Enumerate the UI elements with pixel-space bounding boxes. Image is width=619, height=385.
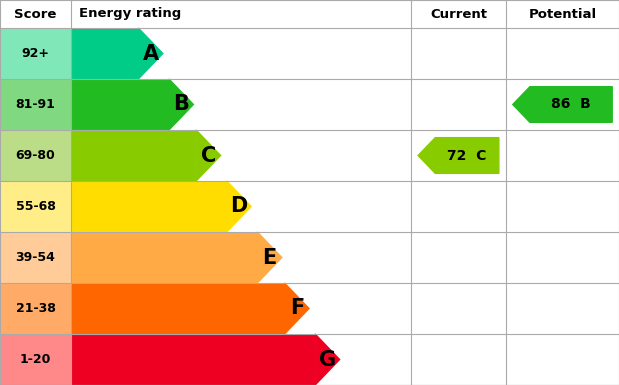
Text: 55-68: 55-68 [15,200,56,213]
Bar [71,181,227,232]
Bar [0,28,71,79]
Polygon shape [315,334,340,385]
Bar [71,283,285,334]
Text: 92+: 92+ [22,47,50,60]
Text: 69-80: 69-80 [15,149,55,162]
Polygon shape [418,138,499,173]
Bar [0,181,71,232]
Bar [0,130,71,181]
Text: 72  C: 72 C [448,149,487,162]
Polygon shape [169,79,193,130]
Polygon shape [258,232,282,283]
Text: D: D [230,196,248,216]
Text: A: A [142,44,158,64]
Bar [0,334,71,385]
Text: Potential: Potential [529,7,597,20]
Text: Energy rating: Energy rating [79,7,181,20]
Polygon shape [513,87,612,122]
Text: 21-38: 21-38 [15,302,56,315]
Text: Current: Current [430,7,487,20]
Text: C: C [201,146,216,166]
Bar [71,232,258,283]
Polygon shape [138,28,163,79]
Bar [0,232,71,283]
Text: 1-20: 1-20 [20,353,51,366]
Text: G: G [319,350,336,370]
Bar [71,79,169,130]
Text: 86  B: 86 B [551,97,591,112]
Text: 39-54: 39-54 [15,251,56,264]
Text: 81-91: 81-91 [15,98,56,111]
Bar [0,283,71,334]
Bar [71,334,315,385]
Bar [71,130,196,181]
Bar [71,28,138,79]
Text: B: B [173,94,189,114]
Polygon shape [227,181,251,232]
Text: Score: Score [14,7,57,20]
Polygon shape [196,130,220,181]
Text: F: F [290,298,304,318]
Polygon shape [285,283,309,334]
Text: E: E [262,248,277,268]
Bar [0,79,71,130]
